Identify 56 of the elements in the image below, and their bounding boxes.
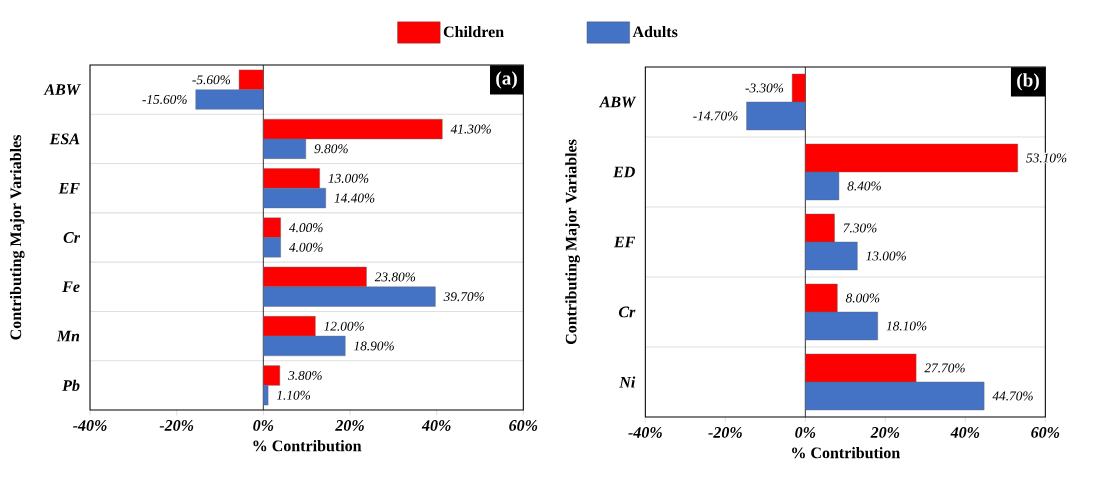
x-tick-label: 0% (253, 420, 274, 431)
x-tick-label: -40% (628, 427, 662, 438)
data-label: 53.10% (1026, 153, 1067, 163)
data-label: 12.00% (324, 321, 364, 331)
x-tick-label: 60% (1031, 427, 1060, 438)
x-tick-label: -20% (708, 427, 742, 438)
data-label: -3.30% (745, 83, 784, 93)
x-tick-label: -40% (73, 420, 107, 431)
data-label: -14.70% (693, 111, 738, 121)
y-tick-label: Cr (63, 232, 81, 243)
data-label: -5.60% (192, 75, 231, 85)
data-label: 18.10% (886, 321, 927, 331)
data-label: 14.40% (334, 193, 375, 203)
data-label: 18.90% (353, 341, 394, 351)
y-tick-label: ABW (598, 96, 637, 108)
x-axis-title: % Contribution (792, 447, 900, 459)
annotation: (b) (1017, 73, 1039, 91)
x-tick-label: 40% (421, 420, 451, 431)
y-tick-label: EF (613, 236, 636, 248)
x-tick-label: 20% (335, 420, 364, 431)
data-label: 13.00% (328, 173, 369, 183)
data-label: 41.30% (450, 124, 491, 134)
y-tick-label: ABW (43, 84, 81, 96)
data-label: -15.60% (142, 94, 187, 105)
y-tick-label: Ni (619, 376, 636, 388)
data-label: 23.80% (374, 272, 416, 282)
data-label: 44.70% (992, 391, 1033, 401)
x-tick-label: 20% (870, 427, 900, 438)
x-tick-label: 0% (795, 427, 816, 438)
y-tick-label: Cr (618, 306, 636, 318)
y-tick-label: Mn (56, 330, 80, 342)
x-tick-label: -20% (159, 420, 194, 431)
x-tick-label: 60% (509, 420, 538, 431)
data-label: 8.00% (845, 293, 880, 303)
data-label: 4.00% (288, 223, 323, 233)
y-tick-label: Fe (62, 281, 80, 293)
data-label: 8.40% (847, 181, 881, 191)
x-axis-title: % Contribution (253, 440, 362, 452)
legend-label: Children (443, 25, 504, 38)
y-axis-title: Contributing Major Variables (9, 135, 25, 340)
y-tick-label: EF (58, 182, 80, 194)
data-label: 1.10% (276, 390, 311, 400)
y-tick-label: ED (612, 166, 635, 178)
data-label: 7.30% (843, 223, 877, 233)
data-label: 13.00% (866, 251, 906, 261)
y-tick-label: Pb (62, 379, 80, 391)
data-label: 4.00% (288, 242, 323, 252)
data-label: 39.70% (443, 292, 484, 302)
annotation: (a) (496, 71, 517, 89)
x-tick-label: 40% (950, 427, 980, 438)
data-label: 3.80% (288, 370, 322, 381)
data-label: 9.80% (314, 144, 348, 154)
y-axis-title: Contributing Major Variables (565, 139, 580, 345)
data-label: 27.70% (924, 363, 965, 373)
y-tick-label: ESA (49, 133, 80, 145)
legend-label: Adults (632, 25, 678, 38)
